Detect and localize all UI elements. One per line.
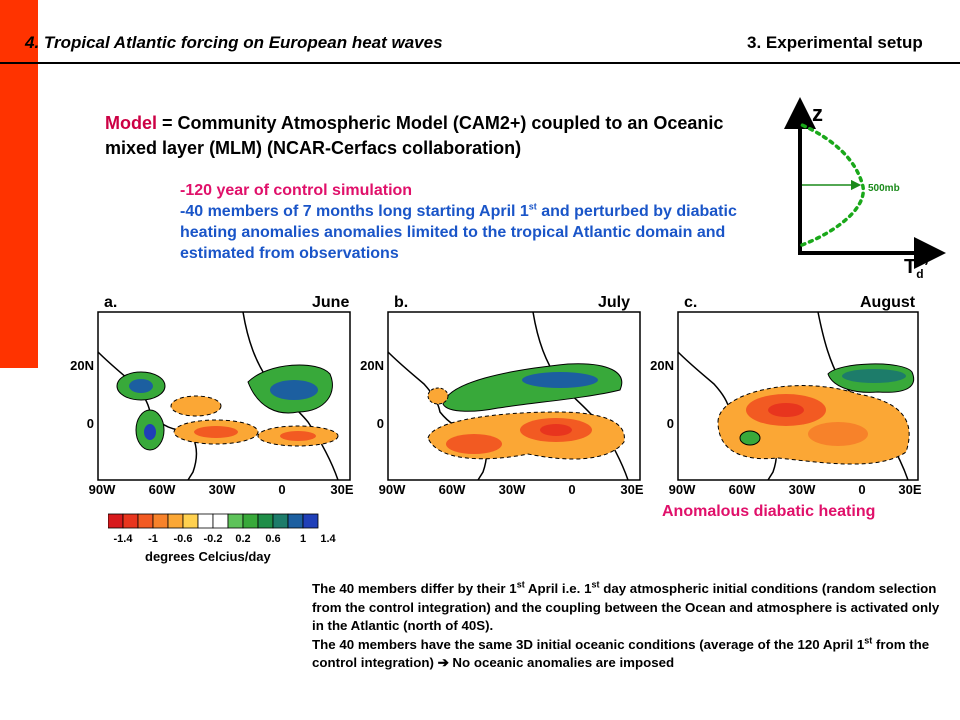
- note-2: The 40 members have the same 3D initial …: [312, 636, 952, 673]
- section-title: 4. Tropical Atlantic forcing on European…: [25, 33, 443, 52]
- colorbar-swatch: [257, 513, 274, 529]
- model-keyword: Model: [105, 113, 157, 133]
- colorbar-swatch: [287, 513, 304, 529]
- note-1-b: April i.e. 1: [524, 581, 592, 596]
- colorbar-swatch: [242, 513, 259, 529]
- note-2-c: No oceanic anomalies are imposed: [448, 655, 675, 670]
- colorbar-swatch: [122, 513, 139, 529]
- lon-a-0: 90W: [89, 482, 116, 497]
- lat-0-a: 0: [87, 416, 94, 431]
- lon-a-2: 30W: [209, 482, 236, 497]
- cb-label-0: -1.4: [114, 533, 134, 545]
- lon-b-4: 30E: [620, 482, 643, 497]
- lat-0-c: 0: [667, 416, 674, 431]
- anomaly-label: Anomalous diabatic heating: [662, 503, 876, 520]
- lon-b-3: 0: [568, 482, 575, 497]
- panel-a-month: June: [312, 294, 349, 311]
- bullet-members-sup: st: [528, 201, 537, 212]
- colorbar-swatch: [272, 513, 289, 529]
- map-panel-june: [97, 311, 351, 481]
- lat-20n-b: 20N: [360, 358, 384, 373]
- model-text: = Community Atmospheric Model (CAM2+) co…: [105, 113, 724, 158]
- note-1-a: The 40 members differ by their 1: [312, 581, 517, 596]
- map-panel-july: [387, 311, 641, 481]
- cb-label-5: 0.6: [265, 533, 280, 545]
- subsection-title: 3. Experimental setup: [747, 33, 923, 52]
- note-2-b: from the control integration): [312, 636, 930, 671]
- lon-c-3: 0: [858, 482, 865, 497]
- lat-20n-a: 20N: [70, 358, 94, 373]
- lon-a-1: 60W: [149, 482, 176, 497]
- panel-c-month: August: [860, 294, 916, 311]
- cb-label-1: -1: [148, 533, 158, 545]
- heating-profile-diagram: z 500mb Td’: [784, 97, 946, 281]
- cb-label-2: -0.6: [174, 533, 193, 545]
- lon-b-0: 90W: [379, 482, 406, 497]
- cb-label-6: 1: [300, 533, 306, 545]
- colorbar-swatch: [227, 513, 244, 529]
- colorbar-swatch: [212, 513, 229, 529]
- lon-c-4: 30E: [898, 482, 921, 497]
- cb-label-7: 1.4: [320, 533, 336, 545]
- bullet-control: -120 year of control simulation: [180, 182, 413, 199]
- lon-c-2: 30W: [789, 482, 816, 497]
- notes: The 40 members differ by their 1st April…: [312, 580, 952, 673]
- lon-a-3: 0: [278, 482, 285, 497]
- model-description: Model = Community Atmospheric Model (CAM…: [105, 111, 765, 161]
- lon-b-1: 60W: [439, 482, 466, 497]
- lon-b-2: 30W: [499, 482, 526, 497]
- panel-b-letter: b.: [394, 294, 408, 311]
- accent-bar: [0, 0, 38, 368]
- lat-20n-c: 20N: [650, 358, 674, 373]
- t-label: Td’: [904, 256, 929, 281]
- profile-curve: [800, 123, 866, 247]
- note-1-sup2: st: [591, 579, 600, 590]
- colorbar-swatch: [302, 513, 319, 529]
- colorbar: -1.4 -1 -0.6 -0.2 0.2 0.6 1 1.4: [108, 513, 337, 545]
- colorbar-swatch: [152, 513, 169, 529]
- colorbar-swatch: [182, 513, 199, 529]
- lon-c-1: 60W: [729, 482, 756, 497]
- colorbar-swatch: [197, 513, 214, 529]
- z-label: z: [812, 101, 823, 126]
- note-1-c: day atmospheric initial conditions (rand…: [312, 581, 940, 633]
- experiment-bullets: -120 year of control simulation -40 memb…: [180, 180, 760, 264]
- note-2-sup: st: [864, 635, 873, 646]
- cb-label-3: -0.2: [204, 533, 223, 545]
- lon-a-4: 30E: [330, 482, 353, 497]
- bullet-members-text: -40 members of 7 months long starting Ap…: [180, 203, 529, 220]
- panel-c-letter: c.: [684, 294, 697, 311]
- colorbar-unit: degrees Celcius/day: [145, 549, 271, 564]
- note-1-sup1: st: [516, 579, 525, 590]
- lon-c-0: 90W: [669, 482, 696, 497]
- note-2-a: The 40 members have the same 3D initial …: [312, 636, 865, 652]
- note-1: The 40 members differ by their 1st April…: [312, 580, 952, 636]
- bullet-members: -40 members of 7 months long starting Ap…: [180, 201, 760, 264]
- level-label: 500mb: [868, 183, 900, 194]
- cb-label-4: 0.2: [235, 533, 250, 545]
- heating-maps: a. June b. July: [70, 294, 922, 497]
- panel-a-letter: a.: [104, 294, 117, 311]
- colorbar-swatch: [167, 513, 184, 529]
- bullet-members-text-2: and perturbed by diabatic heating anomal…: [180, 203, 737, 262]
- lat-0-b: 0: [377, 416, 384, 431]
- colorbar-swatches: [108, 513, 319, 529]
- colorbar-swatch: [108, 513, 124, 529]
- arrow-right-icon: ➔: [437, 655, 449, 670]
- colorbar-swatch: [137, 513, 154, 529]
- header-divider: [0, 62, 960, 64]
- panel-b-month: July: [598, 294, 630, 311]
- map-panel-august: [677, 311, 919, 481]
